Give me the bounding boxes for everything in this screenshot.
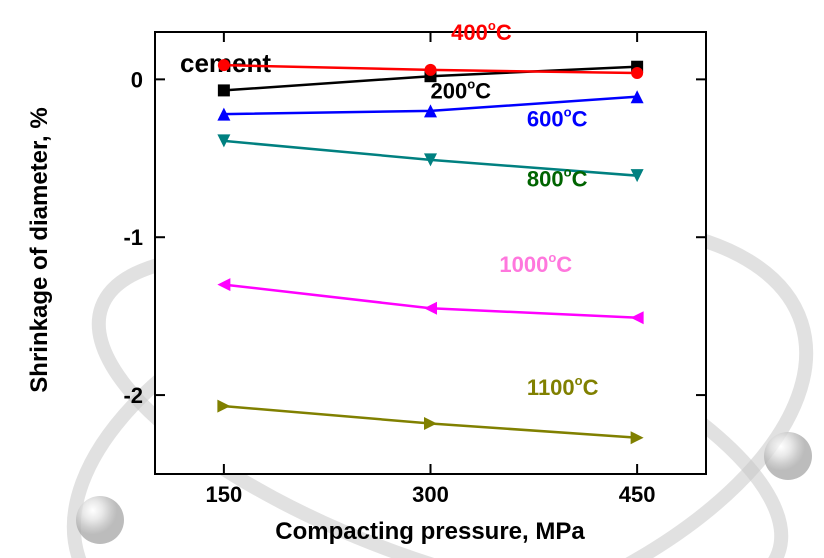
x-tick-label: 450 xyxy=(619,482,656,507)
y-tick-label: -1 xyxy=(123,225,143,250)
x-axis-label: Compacting pressure, MPa xyxy=(275,518,584,546)
x-tick-label: 300 xyxy=(412,482,449,507)
series-label-400C: 400oC xyxy=(451,18,512,45)
y-tick-label: 0 xyxy=(131,67,143,92)
series-label-600C: 600oC xyxy=(527,105,588,132)
y-tick-label: -2 xyxy=(123,383,143,408)
page-root: 1503004500-1-2cement200oC400oC600oC800oC… xyxy=(0,0,824,558)
series-label-800C: 800oC xyxy=(527,165,588,192)
series-label-1000C: 1000oC xyxy=(499,250,572,277)
y-axis-label: Shrinkage of diameter, % xyxy=(26,107,54,392)
x-tick-label: 150 xyxy=(206,482,243,507)
series-label-200C: 200oC xyxy=(431,76,492,103)
chart: 1503004500-1-2cement200oC400oC600oC800oC… xyxy=(0,0,824,558)
series-label-1100C: 1100oC xyxy=(527,373,599,400)
